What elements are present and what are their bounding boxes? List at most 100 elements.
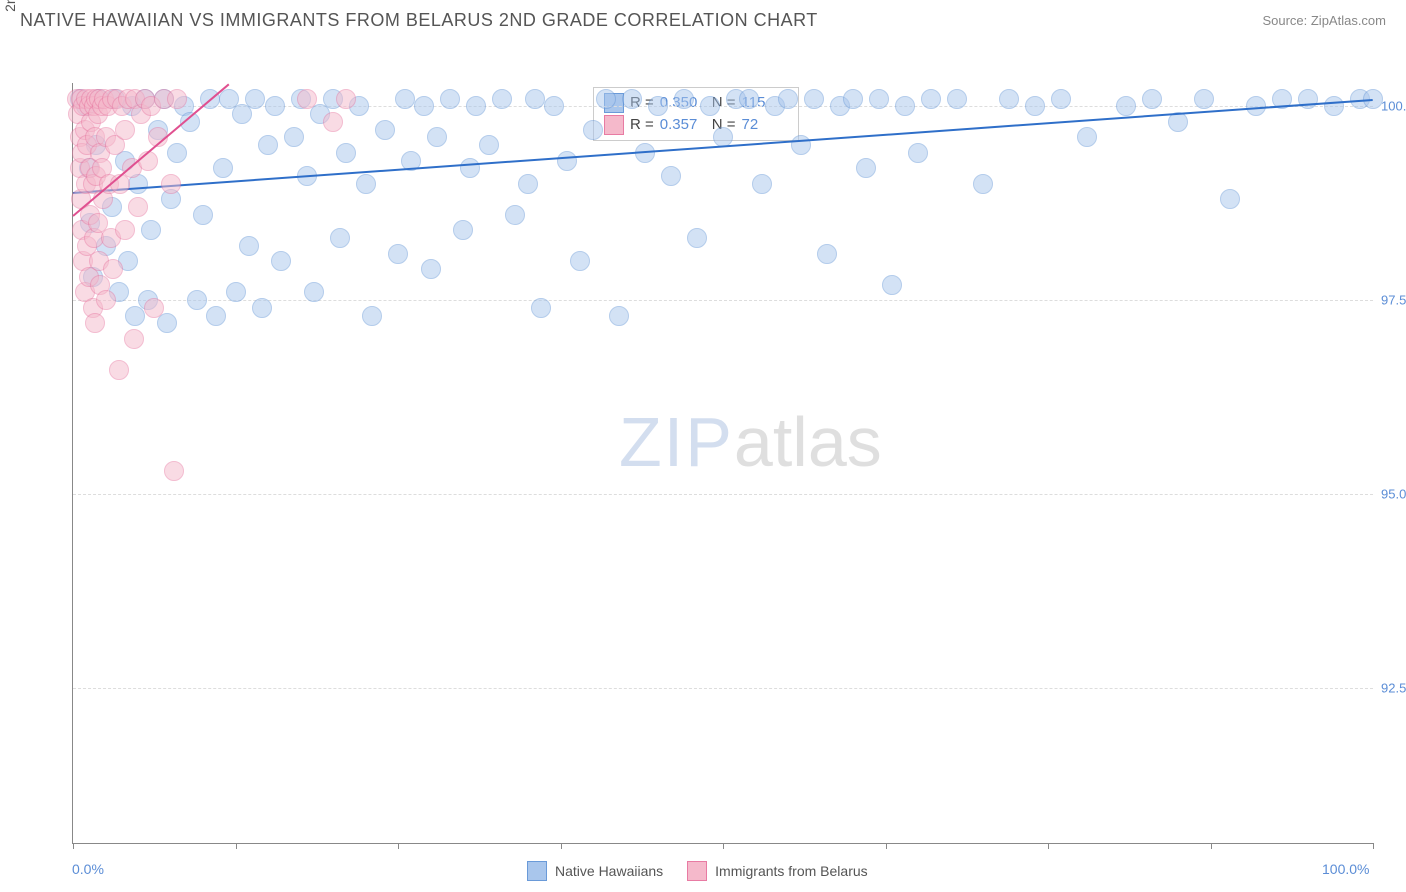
data-point	[882, 275, 902, 295]
x-tick	[73, 843, 74, 849]
data-point	[193, 205, 213, 225]
data-point	[947, 89, 967, 109]
data-point	[778, 89, 798, 109]
data-point	[895, 96, 915, 116]
data-point	[167, 143, 187, 163]
legend-swatch	[527, 861, 547, 881]
data-point	[687, 228, 707, 248]
data-point	[297, 89, 317, 109]
data-point	[85, 313, 105, 333]
data-point	[103, 259, 123, 279]
data-point	[1051, 89, 1071, 109]
data-point	[525, 89, 545, 109]
data-point	[109, 360, 129, 380]
data-point	[1142, 89, 1162, 109]
data-point	[258, 135, 278, 155]
data-point	[479, 135, 499, 155]
y-tick-label: 100.0%	[1381, 99, 1406, 114]
data-point	[336, 143, 356, 163]
legend-swatch	[604, 115, 624, 135]
data-point	[414, 96, 434, 116]
data-point	[596, 89, 616, 109]
data-point	[213, 158, 233, 178]
data-point	[492, 89, 512, 109]
watermark: ZIPatlas	[619, 402, 882, 482]
x-tick	[398, 843, 399, 849]
data-point	[304, 282, 324, 302]
x-tick	[1211, 843, 1212, 849]
data-point	[1116, 96, 1136, 116]
data-point	[440, 89, 460, 109]
y-tick-label: 95.0%	[1381, 487, 1406, 502]
data-point	[869, 89, 889, 109]
data-point	[817, 244, 837, 264]
x-tick	[236, 843, 237, 849]
data-point	[141, 220, 161, 240]
x-tick	[886, 843, 887, 849]
series-legend: Native Hawaiians Immigrants from Belarus	[527, 861, 868, 881]
gridline	[73, 494, 1373, 495]
data-point	[1220, 189, 1240, 209]
chart-title: NATIVE HAWAIIAN VS IMMIGRANTS FROM BELAR…	[20, 10, 818, 31]
data-point	[395, 89, 415, 109]
data-point	[739, 89, 759, 109]
data-point	[843, 89, 863, 109]
data-point	[206, 306, 226, 326]
data-point	[115, 220, 135, 240]
x-tick	[723, 843, 724, 849]
data-point	[661, 166, 681, 186]
data-point	[124, 329, 144, 349]
data-point	[453, 220, 473, 240]
data-point	[362, 306, 382, 326]
data-point	[973, 174, 993, 194]
legend-item: Immigrants from Belarus	[687, 861, 867, 881]
data-point	[336, 89, 356, 109]
y-tick-label: 92.5%	[1381, 680, 1406, 695]
x-tick	[1048, 843, 1049, 849]
data-point	[804, 89, 824, 109]
data-point	[570, 251, 590, 271]
plot-area: ZIPatlas R = 0.350N = 115R = 0.357N = 72…	[72, 83, 1373, 844]
data-point	[648, 96, 668, 116]
data-point	[609, 306, 629, 326]
data-point	[1324, 96, 1344, 116]
data-point	[161, 174, 181, 194]
data-point	[167, 89, 187, 109]
stats-row: R = 0.357N = 72	[604, 114, 788, 136]
data-point	[128, 197, 148, 217]
data-point	[245, 89, 265, 109]
data-point	[187, 290, 207, 310]
data-point	[460, 158, 480, 178]
gridline	[73, 688, 1373, 689]
data-point	[427, 127, 447, 147]
data-point	[164, 461, 184, 481]
data-point	[330, 228, 350, 248]
data-point	[1025, 96, 1045, 116]
data-point	[531, 298, 551, 318]
data-point	[144, 298, 164, 318]
data-point	[557, 151, 577, 171]
data-point	[583, 120, 603, 140]
data-point	[466, 96, 486, 116]
data-point	[96, 290, 116, 310]
legend-item: Native Hawaiians	[527, 861, 663, 881]
data-point	[239, 236, 259, 256]
data-point	[115, 120, 135, 140]
data-point	[921, 89, 941, 109]
x-axis-label: 0.0%	[72, 861, 104, 877]
x-tick	[561, 843, 562, 849]
data-point	[700, 96, 720, 116]
data-point	[421, 259, 441, 279]
data-point	[1194, 89, 1214, 109]
data-point	[622, 89, 642, 109]
data-point	[375, 120, 395, 140]
data-point	[252, 298, 272, 318]
data-point	[908, 143, 928, 163]
data-point	[388, 244, 408, 264]
legend-swatch	[687, 861, 707, 881]
data-point	[674, 89, 694, 109]
data-point	[1077, 127, 1097, 147]
data-point	[999, 89, 1019, 109]
data-point	[265, 96, 285, 116]
x-axis-label: 100.0%	[1322, 861, 1369, 877]
